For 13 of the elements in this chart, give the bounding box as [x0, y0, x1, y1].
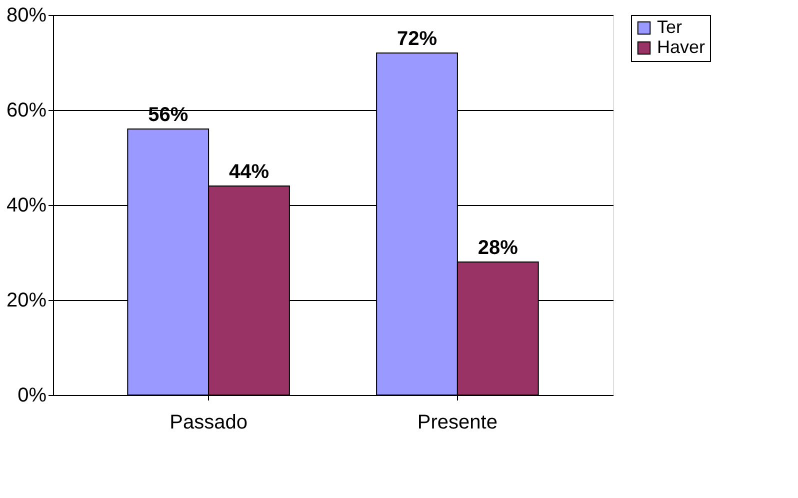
y-tick-label: 80% [6, 4, 47, 26]
data-label: 56% [148, 104, 188, 126]
y-tick-label: 0% [18, 384, 47, 406]
legend-label: Haver [657, 37, 706, 57]
data-label: 44% [228, 161, 270, 183]
legend-label: Ter [657, 17, 682, 37]
data-label: 28% [478, 237, 518, 259]
x-tick-label: Passado [170, 412, 248, 434]
data-label: 72% [396, 28, 438, 50]
x-tick-label: Presente [417, 412, 498, 434]
y-tick-label: 60% [6, 100, 47, 122]
y-tick-label: 40% [6, 194, 47, 216]
y-tick-label: 20% [6, 290, 47, 312]
